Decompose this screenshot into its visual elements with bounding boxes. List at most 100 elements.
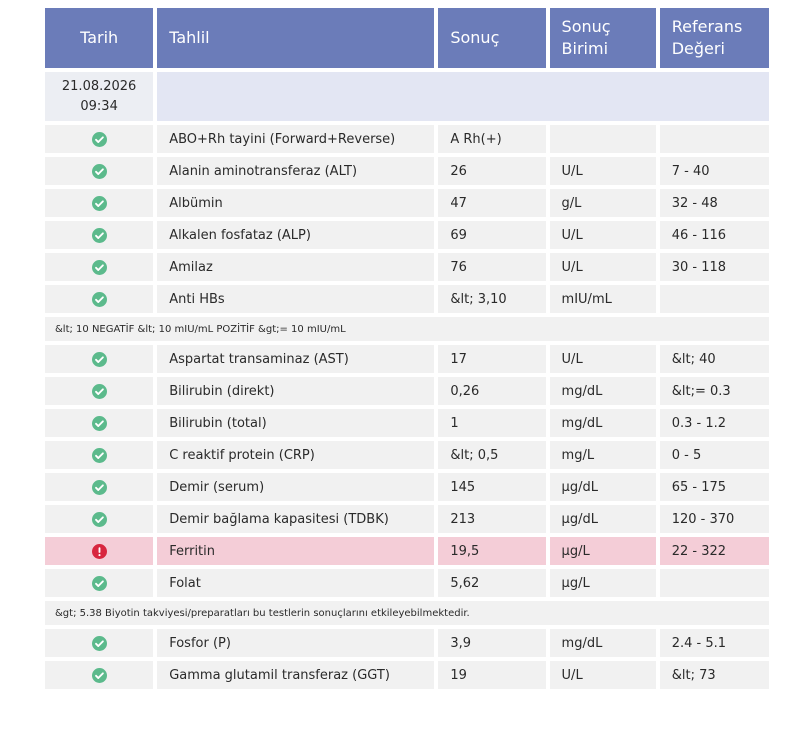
unit-cell: mg/dL [549,629,656,657]
reference-cell: 46 - 116 [659,221,769,249]
reference-cell: 0.3 - 1.2 [659,409,769,437]
header-cell: Tarih [45,8,154,68]
test-cell: Gamma glutamil transferaz (GGT) [157,661,435,689]
ok-icon [91,227,107,243]
result-row: Bilirubin (direkt) 0,26 mg/dL &lt;= 0.3 [45,377,769,405]
result-cell: &lt; 3,10 [438,285,546,313]
result-cell: &lt; 0,5 [438,441,546,469]
status-cell [45,409,154,437]
note-cell: &gt; 5.38 Biyotin takviyesi/preparatları… [45,601,769,625]
reference-cell [659,125,769,153]
alert-icon [91,543,107,559]
test-cell: Demir bağlama kapasitesi (TDBK) [157,505,435,533]
reference-cell: 22 - 322 [659,537,769,565]
unit-cell [549,125,656,153]
test-cell: ABO+Rh tayini (Forward+Reverse) [157,125,435,153]
reference-cell: &lt; 40 [659,345,769,373]
reference-cell [659,285,769,313]
status-cell [45,441,154,469]
result-cell: 26 [438,157,546,185]
result-row: Bilirubin (total) 1 mg/dL 0.3 - 1.2 [45,409,769,437]
result-row: Amilaz 76 U/L 30 - 118 [45,253,769,281]
header-cell: Tahlil [157,8,435,68]
result-row: Alanin aminotransferaz (ALT) 26 U/L 7 - 40 [45,157,769,185]
date: 21.08.2026 [61,78,137,94]
result-row: Aspartat transaminaz (AST) 17 U/L &lt; 40 [45,345,769,373]
result-cell: 1 [438,409,546,437]
unit-cell: U/L [549,345,656,373]
status-cell [45,221,154,249]
time: 09:34 [80,98,118,114]
ok-icon [91,195,107,211]
result-row: &gt; 5.38 Biyotin takviyesi/preparatları… [45,601,769,625]
status-cell [45,285,154,313]
reference-cell [659,569,769,597]
reference-cell: 7 - 40 [659,157,769,185]
test-cell: Aspartat transaminaz (AST) [157,345,435,373]
header-cell: Referans Değeri [659,8,769,68]
result-row: C reaktif protein (CRP) &lt; 0,5 mg/L 0 - 5 [45,441,769,469]
ok-icon [91,163,107,179]
table-body: 21.08.2026 09:34 ABO+Rh tayini (Forward+R… [45,72,769,689]
result-row: Alkalen fosfataz (ALP) 69 U/L 46 - 116 [45,221,769,249]
ok-icon [91,667,107,683]
reference-cell: 30 - 118 [659,253,769,281]
result-cell: 0,26 [438,377,546,405]
date-row: 21.08.2026 09:34 [45,72,769,121]
status-cell [45,157,154,185]
result-row: Albümin 47 g/L 32 - 48 [45,189,769,217]
reference-cell: 120 - 370 [659,505,769,533]
result-row: ABO+Rh tayini (Forward+Reverse) A Rh(+) [45,125,769,153]
ok-icon [91,415,107,431]
test-cell: Amilaz [157,253,435,281]
result-cell: 19 [438,661,546,689]
result-row: Folat 5,62 µg/L [45,569,769,597]
result-cell: 17 [438,345,546,373]
result-row: Gamma glutamil transferaz (GGT) 19 U/L &lt;… [45,661,769,689]
unit-cell: µg/dL [549,473,656,501]
result-cell: A Rh(+) [438,125,546,153]
status-cell [45,505,154,533]
result-row: Demir bağlama kapasitesi (TDBK) 213 µg/dL 1… [45,505,769,533]
test-cell: Demir (serum) [157,473,435,501]
result-cell: 69 [438,221,546,249]
ok-icon [91,383,107,399]
ok-icon [91,447,107,463]
ok-icon [91,291,107,307]
status-cell [45,125,154,153]
ok-icon [91,479,107,495]
test-cell: Ferritin [157,537,435,565]
reference-cell: &lt; 73 [659,661,769,689]
header-cell: Sonuç [438,8,546,68]
unit-cell: µg/L [549,537,656,565]
reference-cell: 0 - 5 [659,441,769,469]
result-cell: 213 [438,505,546,533]
unit-cell: µg/L [549,569,656,597]
unit-cell: mg/dL [549,377,656,405]
unit-cell: µg/dL [549,505,656,533]
test-cell: Bilirubin (direkt) [157,377,435,405]
status-cell [45,569,154,597]
reference-cell: 32 - 48 [659,189,769,217]
result-cell: 19,5 [438,537,546,565]
unit-cell: U/L [549,157,656,185]
test-cell: Fosfor (P) [157,629,435,657]
unit-cell: U/L [549,661,656,689]
status-cell [45,537,154,565]
test-cell: C reaktif protein (CRP) [157,441,435,469]
result-cell: 47 [438,189,546,217]
reference-cell: 65 - 175 [659,473,769,501]
test-cell: Folat [157,569,435,597]
ok-icon [91,635,107,651]
date-fill [157,72,769,121]
ok-icon [91,575,107,591]
date-cell: 21.08.2026 09:34 [45,72,154,121]
status-cell [45,253,154,281]
note-cell: &lt; 10 NEGATİF &lt; 10 mIU/mL POZİTİF &… [45,317,769,341]
test-cell: Alanin aminotransferaz (ALT) [157,157,435,185]
result-cell: 3,9 [438,629,546,657]
result-row: Fosfor (P) 3,9 mg/dL 2.4 - 5.1 [45,629,769,657]
ok-icon [91,131,107,147]
header-row: Tarih Tahlil Sonuç Sonuç Birimi Referans… [45,8,769,68]
